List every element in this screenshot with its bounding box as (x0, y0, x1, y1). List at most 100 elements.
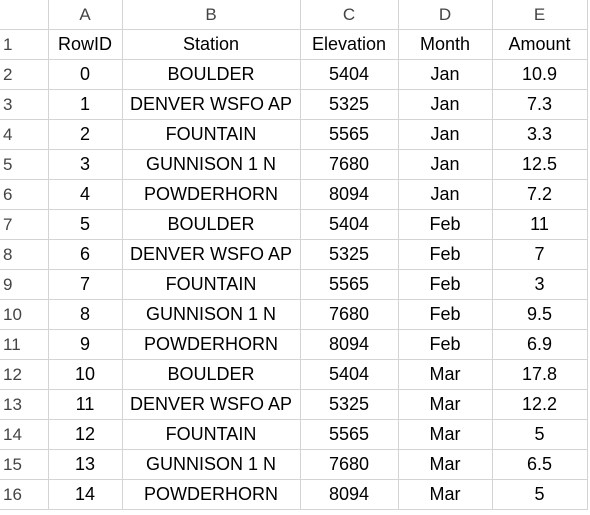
cell-rowid[interactable]: 3 (48, 150, 122, 180)
cell-elevation[interactable]: 7680 (300, 450, 398, 480)
cell-amount[interactable]: 5 (492, 480, 587, 510)
cell-month[interactable]: Mar (398, 420, 492, 450)
cell-elevation[interactable]: 5404 (300, 60, 398, 90)
cell-month[interactable]: Jan (398, 120, 492, 150)
cell-month[interactable]: Mar (398, 480, 492, 510)
cell-header-amount[interactable]: Amount (492, 30, 587, 60)
cell-rowid[interactable]: 13 (48, 450, 122, 480)
row-header[interactable]: 9 (0, 270, 48, 300)
cell-station[interactable]: DENVER WSFO AP (122, 390, 300, 420)
cell-month[interactable]: Mar (398, 450, 492, 480)
cell-station[interactable]: POWDERHORN (122, 480, 300, 510)
cell-station[interactable]: POWDERHORN (122, 330, 300, 360)
row-header[interactable]: 5 (0, 150, 48, 180)
cell-elevation[interactable]: 5325 (300, 390, 398, 420)
cell-elevation[interactable]: 5325 (300, 240, 398, 270)
cell-amount[interactable]: 6.5 (492, 450, 587, 480)
cell-month[interactable]: Mar (398, 390, 492, 420)
cell-amount[interactable]: 7.3 (492, 90, 587, 120)
cell-amount[interactable]: 10.9 (492, 60, 587, 90)
cell-rowid[interactable]: 8 (48, 300, 122, 330)
cell-station[interactable]: BOULDER (122, 360, 300, 390)
cell-amount[interactable]: 7.2 (492, 180, 587, 210)
cell-elevation[interactable]: 8094 (300, 330, 398, 360)
cell-month[interactable]: Jan (398, 180, 492, 210)
cell-station[interactable]: DENVER WSFO AP (122, 240, 300, 270)
cell-month[interactable]: Feb (398, 330, 492, 360)
cell-station[interactable]: GUNNISON 1 N (122, 150, 300, 180)
cell-elevation[interactable]: 5565 (300, 120, 398, 150)
cell-elevation[interactable]: 8094 (300, 180, 398, 210)
cell-elevation[interactable]: 5565 (300, 420, 398, 450)
cell-amount[interactable]: 5 (492, 420, 587, 450)
cell-amount[interactable]: 3 (492, 270, 587, 300)
cell-rowid[interactable]: 5 (48, 210, 122, 240)
cell-rowid[interactable]: 7 (48, 270, 122, 300)
row-header[interactable]: 6 (0, 180, 48, 210)
cell-month[interactable]: Feb (398, 240, 492, 270)
cell-station[interactable]: FOUNTAIN (122, 270, 300, 300)
row-header[interactable]: 4 (0, 120, 48, 150)
row-header[interactable]: 1 (0, 30, 48, 60)
cell-elevation[interactable]: 5404 (300, 210, 398, 240)
cell-rowid[interactable]: 0 (48, 60, 122, 90)
cell-rowid[interactable]: 11 (48, 390, 122, 420)
cell-rowid[interactable]: 2 (48, 120, 122, 150)
cell-amount[interactable]: 7 (492, 240, 587, 270)
cell-header-elevation[interactable]: Elevation (300, 30, 398, 60)
select-all-corner[interactable] (0, 0, 48, 30)
cell-station[interactable]: FOUNTAIN (122, 420, 300, 450)
cell-amount[interactable]: 3.3 (492, 120, 587, 150)
row-header[interactable]: 16 (0, 480, 48, 510)
cell-month[interactable]: Jan (398, 150, 492, 180)
column-header-c[interactable]: C (300, 0, 398, 30)
cell-rowid[interactable]: 10 (48, 360, 122, 390)
cell-month[interactable]: Jan (398, 60, 492, 90)
cell-station[interactable]: BOULDER (122, 60, 300, 90)
cell-rowid[interactable]: 12 (48, 420, 122, 450)
cell-elevation[interactable]: 7680 (300, 300, 398, 330)
row-header[interactable]: 8 (0, 240, 48, 270)
cell-month[interactable]: Jan (398, 90, 492, 120)
column-header-b[interactable]: B (122, 0, 300, 30)
cell-rowid[interactable]: 14 (48, 480, 122, 510)
cell-amount[interactable]: 11 (492, 210, 587, 240)
cell-elevation[interactable]: 5325 (300, 90, 398, 120)
row-header[interactable]: 11 (0, 330, 48, 360)
cell-elevation[interactable]: 5404 (300, 360, 398, 390)
cell-rowid[interactable]: 1 (48, 90, 122, 120)
row-header[interactable]: 13 (0, 390, 48, 420)
row-header[interactable]: 3 (0, 90, 48, 120)
cell-station[interactable]: BOULDER (122, 210, 300, 240)
cell-elevation[interactable]: 7680 (300, 150, 398, 180)
cell-elevation[interactable]: 8094 (300, 480, 398, 510)
cell-amount[interactable]: 12.5 (492, 150, 587, 180)
column-header-d[interactable]: D (398, 0, 492, 30)
cell-amount[interactable]: 9.5 (492, 300, 587, 330)
cell-station[interactable]: GUNNISON 1 N (122, 300, 300, 330)
cell-amount[interactable]: 6.9 (492, 330, 587, 360)
cell-station[interactable]: FOUNTAIN (122, 120, 300, 150)
cell-elevation[interactable]: 5565 (300, 270, 398, 300)
cell-month[interactable]: Feb (398, 270, 492, 300)
cell-month[interactable]: Feb (398, 210, 492, 240)
cell-amount[interactable]: 17.8 (492, 360, 587, 390)
row-header[interactable]: 7 (0, 210, 48, 240)
cell-header-month[interactable]: Month (398, 30, 492, 60)
cell-amount[interactable]: 12.2 (492, 390, 587, 420)
cell-rowid[interactable]: 4 (48, 180, 122, 210)
cell-station[interactable]: DENVER WSFO AP (122, 90, 300, 120)
column-header-a[interactable]: A (48, 0, 122, 30)
row-header[interactable]: 14 (0, 420, 48, 450)
cell-month[interactable]: Mar (398, 360, 492, 390)
row-header[interactable]: 12 (0, 360, 48, 390)
row-header[interactable]: 2 (0, 60, 48, 90)
column-header-e[interactable]: E (492, 0, 587, 30)
row-header[interactable]: 10 (0, 300, 48, 330)
cell-header-rowid[interactable]: RowID (48, 30, 122, 60)
cell-station[interactable]: GUNNISON 1 N (122, 450, 300, 480)
row-header[interactable]: 15 (0, 450, 48, 480)
cell-station[interactable]: POWDERHORN (122, 180, 300, 210)
cell-header-station[interactable]: Station (122, 30, 300, 60)
cell-rowid[interactable]: 9 (48, 330, 122, 360)
